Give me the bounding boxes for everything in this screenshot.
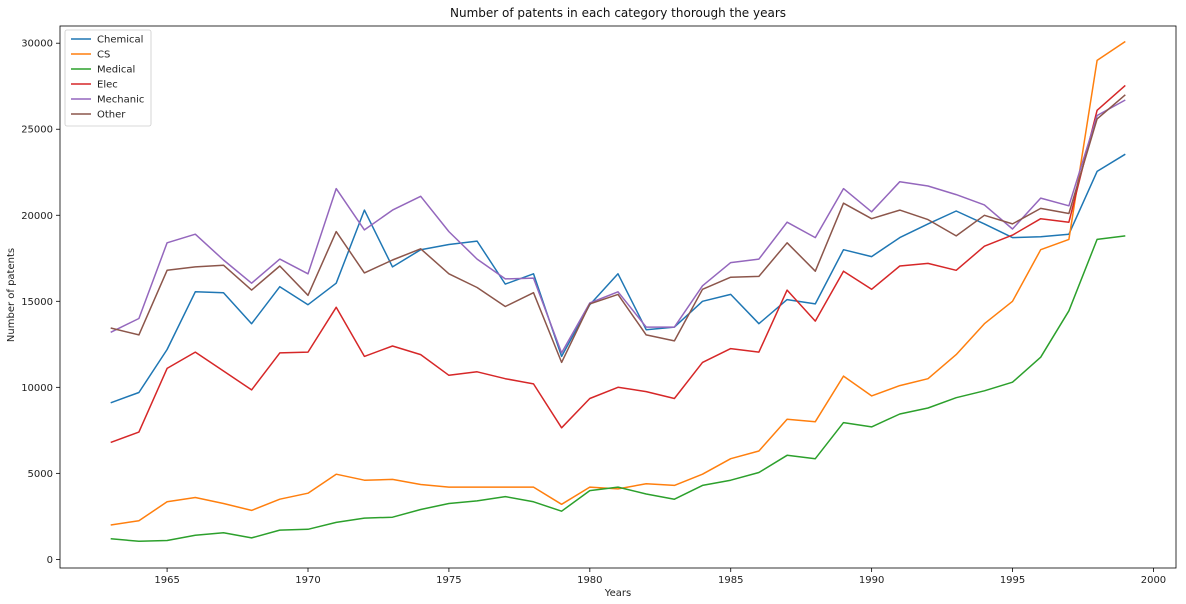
- plot-area: [59, 25, 1177, 569]
- y-tick-label: 10000: [21, 383, 53, 394]
- y-axis: 0 5000 10000 15000 20000 25000 30000: [21, 39, 60, 566]
- x-tick-label: 1965: [154, 575, 179, 586]
- x-axis-label: Years: [604, 588, 631, 599]
- y-tick-label: 0: [47, 555, 53, 566]
- legend-entry: Chemical: [97, 35, 143, 46]
- legend-entry: CS: [97, 50, 110, 61]
- legend: Chemical CS Medical Elec Mechanic Other: [64, 29, 152, 127]
- y-tick-label: 25000: [21, 125, 53, 136]
- legend-entry: Other: [97, 110, 126, 121]
- series-line-mechanic: [110, 99, 1126, 354]
- y-axis-label: Number of patents: [6, 248, 17, 342]
- x-tick-label: 1980: [577, 575, 602, 586]
- series-line-cs: [110, 40, 1126, 526]
- y-tick-label: 30000: [21, 39, 53, 50]
- series-line-elec: [110, 84, 1126, 444]
- x-tick-label: 1995: [1000, 575, 1025, 586]
- x-tick-label: 1975: [436, 575, 461, 586]
- plot-border: [59, 25, 1177, 569]
- y-tick-label: 5000: [28, 469, 53, 480]
- series-line-medical: [110, 235, 1126, 543]
- y-tick-label: 20000: [21, 211, 53, 222]
- legend-entry: Mechanic: [97, 95, 144, 106]
- x-tick-label: 1990: [859, 575, 884, 586]
- series-line-other: [110, 94, 1126, 364]
- x-tick-label: 2000: [1141, 575, 1166, 586]
- x-tick-label: 1970: [295, 575, 320, 586]
- x-axis: 1965 1970 1975 1980 1985 1990 1995 2000: [154, 568, 1166, 586]
- series-line-chemical: [110, 153, 1126, 404]
- x-tick-label: 1985: [718, 575, 743, 586]
- y-tick-label: 15000: [21, 297, 53, 308]
- legend-entry: Elec: [97, 80, 118, 91]
- chart-title: Number of patents in each category thoro…: [450, 6, 786, 20]
- legend-entry: Medical: [97, 65, 135, 76]
- series-lines: [110, 40, 1126, 543]
